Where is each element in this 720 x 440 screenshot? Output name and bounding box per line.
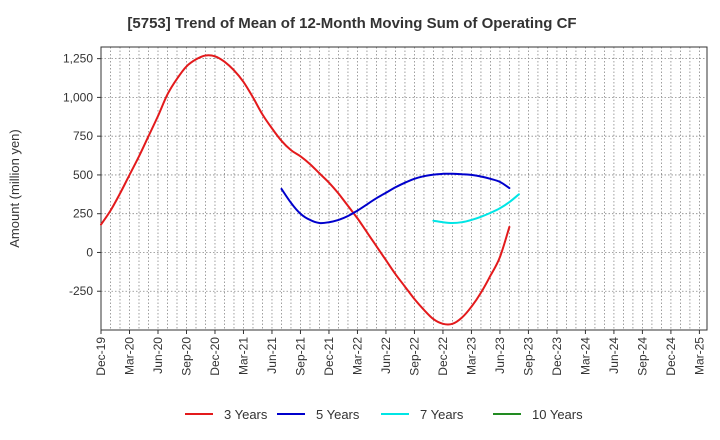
x-tick-label: Mar-24: [578, 337, 592, 375]
y-axis-ticks: 1,250 1,000 750 500 250 0 -250: [63, 52, 101, 298]
legend-label: 5 Years: [316, 407, 360, 422]
x-tick-label: Mar-21: [236, 337, 250, 375]
y-tick-label: 0: [86, 245, 93, 259]
legend-label: 10 Years: [532, 407, 583, 422]
x-tick-label: Dec-20: [208, 337, 222, 376]
x-tick-label: Sep-22: [407, 337, 421, 376]
x-tick-label: Jun-22: [379, 337, 393, 374]
y-tick-label: 750: [73, 129, 93, 143]
x-tick-label: Dec-23: [550, 337, 564, 376]
legend: 3 Years 5 Years 7 Years 10 Years: [185, 407, 583, 422]
series-lines: [100, 54, 520, 326]
series-line-7-years: [432, 193, 520, 224]
y-axis-label: Amount (million yen): [7, 129, 22, 248]
plot-frame: [100, 46, 708, 331]
x-tick-label: Jun-24: [607, 337, 621, 374]
x-tick-label: Jun-23: [493, 337, 507, 374]
x-tick-label: Sep-20: [179, 337, 193, 376]
x-tick-label: Sep-24: [635, 337, 649, 376]
x-axis-ticks: Dec-19 Mar-20 Jun-20 Sep-20 Dec-20 Mar-21 Jun-…: [94, 330, 706, 376]
y-tick-label: -250: [69, 284, 93, 298]
x-tick-label: Mar-23: [464, 337, 478, 375]
x-tick-label: Dec-24: [664, 337, 678, 376]
series-line-3-years: [100, 54, 511, 326]
y-tick-label: 250: [73, 207, 93, 221]
chart-title: [5753] Trend of Mean of 12-Month Moving …: [127, 15, 576, 32]
x-tick-label: Dec-21: [322, 337, 336, 376]
grid: [100, 47, 707, 330]
x-tick-label: Dec-22: [436, 337, 450, 376]
y-tick-label: 1,000: [63, 90, 93, 104]
y-tick-label: 1,250: [63, 52, 93, 66]
legend-label: 3 Years: [224, 407, 268, 422]
x-tick-label: Sep-23: [521, 337, 535, 376]
x-tick-label: Dec-19: [94, 337, 108, 376]
x-tick-label: Jun-21: [265, 337, 279, 374]
x-tick-label: Mar-22: [350, 337, 364, 375]
x-tick-label: Mar-20: [122, 337, 136, 375]
series-line-5-years: [280, 172, 511, 225]
x-tick-label: Sep-21: [293, 337, 307, 376]
y-tick-label: 500: [73, 168, 93, 182]
x-tick-label: Mar-25: [692, 337, 706, 375]
x-tick-label: Jun-20: [151, 337, 165, 374]
legend-label: 7 Years: [420, 407, 464, 422]
